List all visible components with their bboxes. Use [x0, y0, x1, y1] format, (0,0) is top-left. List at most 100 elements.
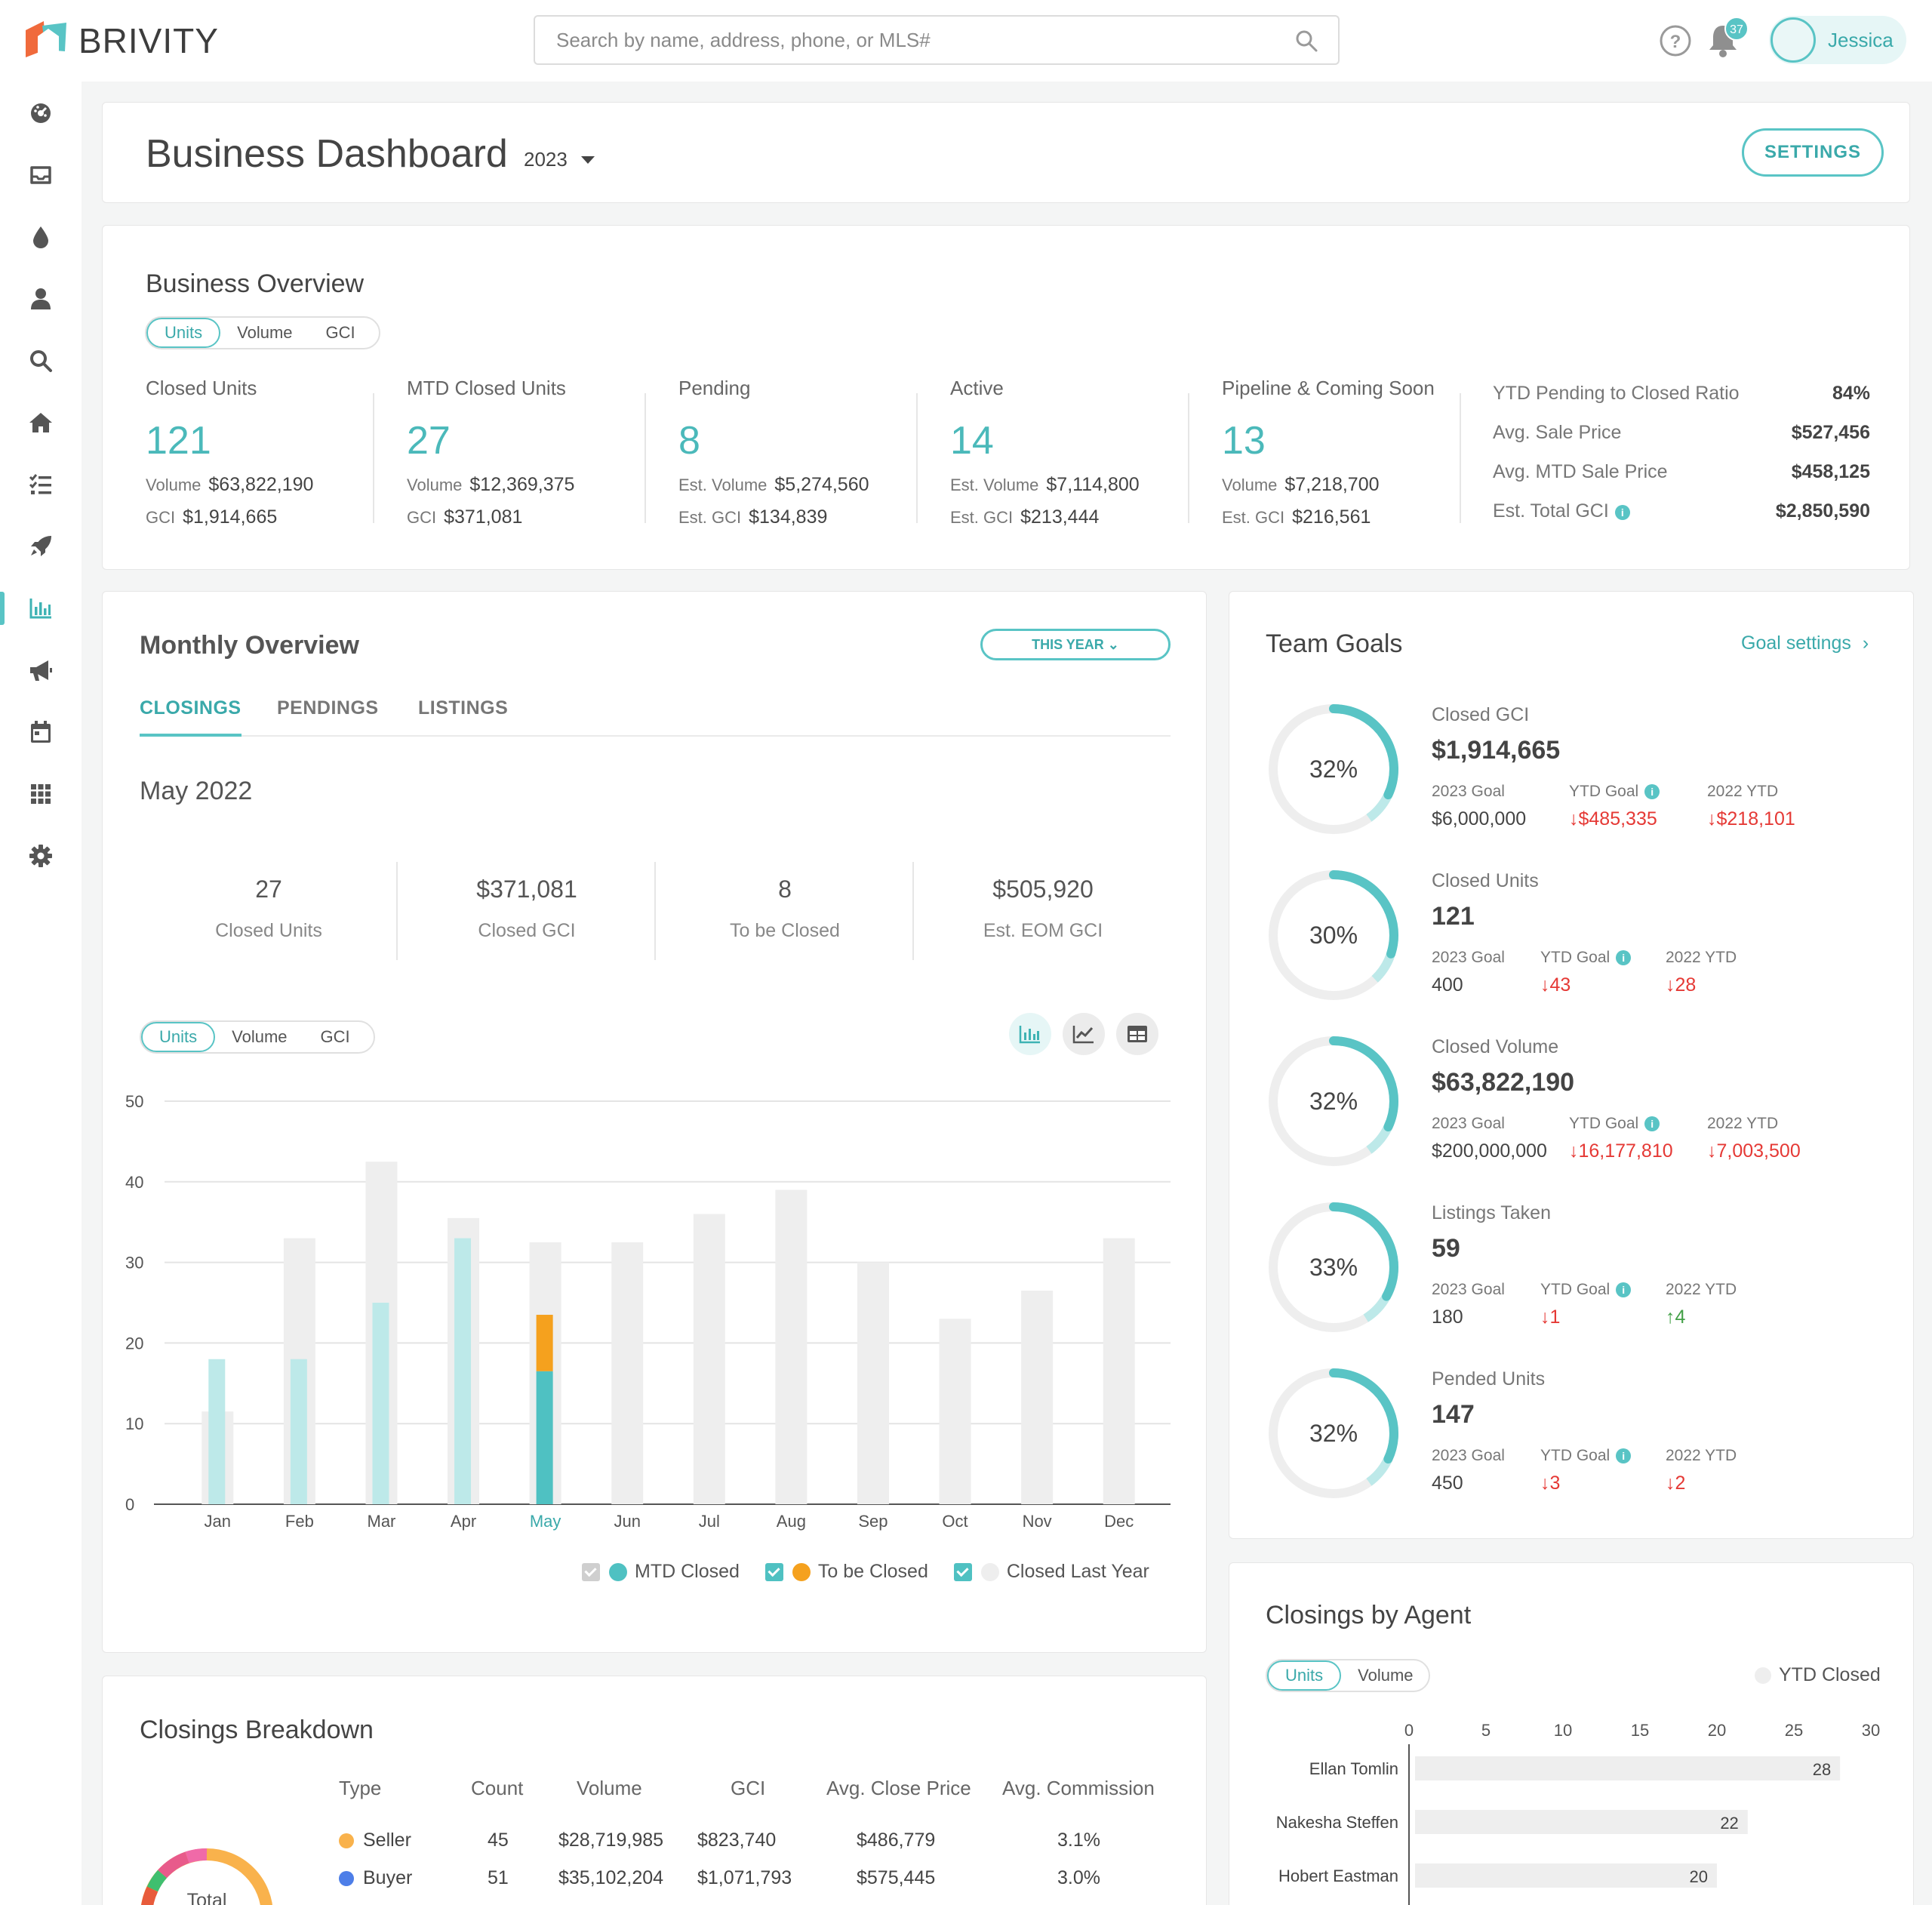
legend-label: Closed Last Year	[1006, 1561, 1149, 1582]
y-tick-label: 40	[125, 1173, 143, 1192]
col-header-count[interactable]: Count	[471, 1777, 524, 1799]
goal-item[interactable]: 32% Closed GCI $1,914,665 2023 Goal YTD Goal…	[1266, 701, 1884, 845]
col-header-gci[interactable]: GCI	[731, 1777, 766, 1799]
goal-settings-link[interactable]: Goal settings ›	[1741, 632, 1869, 654]
caret-down-icon	[580, 155, 595, 164]
checkbox-icon[interactable]	[953, 1562, 972, 1581]
range-dropdown-button[interactable]: THIS YEAR ⌄	[980, 629, 1171, 660]
agent-metric-toggle: Units Volume	[1266, 1659, 1430, 1692]
search-input[interactable]	[535, 17, 1252, 63]
ytd-goal-label: YTD Goal i	[1569, 1115, 1660, 1133]
bar-to-be-closed[interactable]	[536, 1315, 553, 1371]
bar-closed-last-year[interactable]	[775, 1189, 808, 1504]
ratio-est-total-gci: Est. Total GCI i $2,850,590	[1493, 500, 1870, 522]
tab-closings[interactable]: CLOSINGS	[140, 697, 242, 737]
range-label: THIS YEAR	[1032, 637, 1104, 652]
bar-closed-last-year[interactable]	[857, 1262, 889, 1504]
bar-chart-view-button[interactable]	[1009, 1013, 1051, 1055]
sidebar-item-apps[interactable]	[0, 771, 82, 817]
monthly-overview-card: Monthly Overview THIS YEAR ⌄ CLOSINGS PE…	[102, 591, 1207, 1653]
ytd-goal-label: YTD Goal i	[1540, 1447, 1632, 1465]
bar-mtd-closed[interactable]	[536, 1371, 553, 1504]
sidebar-item-calendar[interactable]	[0, 709, 82, 755]
sidebar-item-campaigns[interactable]	[0, 648, 82, 693]
stat-sub-volume: Volume $12,369,375	[407, 474, 574, 496]
legend-label: MTD Closed	[635, 1561, 740, 1582]
sidebar-item-dashboard[interactable]	[0, 91, 82, 136]
settings-button[interactable]: SETTINGS	[1742, 128, 1884, 177]
sidebar-item-tasks[interactable]	[0, 462, 82, 507]
stat-active[interactable]: Active 14 Est. Volume $7,114,800 Est. GCI…	[950, 377, 1140, 528]
agent-bar[interactable]	[1415, 1756, 1841, 1780]
bar-closed-last-year[interactable]	[1103, 1238, 1135, 1504]
line-chart-view-button[interactable]	[1063, 1013, 1105, 1055]
toggle-gci[interactable]: GCI	[325, 323, 355, 342]
toggle-volume[interactable]: Volume	[237, 323, 293, 342]
goal-item[interactable]: 30% Closed Units 121 2023 Goal YTD Goal i 2022…	[1266, 867, 1884, 1011]
sidebar-item-listings[interactable]	[0, 400, 82, 445]
info-icon[interactable]: i	[1616, 950, 1632, 965]
sidebar-item-drip[interactable]	[0, 214, 82, 260]
sidebar-item-search[interactable]	[0, 338, 82, 383]
sidebar-item-marketing[interactable]	[0, 524, 82, 569]
info-icon[interactable]: i	[1644, 1116, 1660, 1131]
bar-closed-last-year[interactable]	[939, 1319, 971, 1504]
bar-mtd-closed[interactable]	[454, 1238, 472, 1504]
agent-bar[interactable]	[1415, 1863, 1717, 1888]
toggle-units[interactable]: Units	[141, 1022, 216, 1052]
bar-mtd-closed[interactable]	[372, 1303, 389, 1504]
stat-pipeline[interactable]: Pipeline & Coming Soon 13 Volume $7,218,7…	[1222, 377, 1435, 528]
toggle-units[interactable]: Units	[146, 318, 221, 348]
ytd-goal-label: YTD Goal i	[1569, 783, 1660, 801]
info-icon[interactable]: i	[1616, 1448, 1632, 1463]
sidebar-item-settings[interactable]	[0, 833, 82, 879]
stat-sub-key: Volume	[407, 475, 463, 494]
col-header-volume[interactable]: Volume	[577, 1777, 642, 1799]
user-menu[interactable]: Jessica	[1769, 16, 1906, 64]
col-header-avg-commission[interactable]: Avg. Commission	[1002, 1777, 1155, 1799]
megaphone-icon	[30, 660, 52, 681]
bar-mtd-closed[interactable]	[290, 1359, 307, 1504]
stat-sub-value: $213,444	[1020, 506, 1100, 528]
bar-closed-last-year[interactable]	[611, 1242, 644, 1504]
stat-sub-volume: Volume $7,218,700	[1222, 474, 1435, 496]
toggle-volume[interactable]: Volume	[1358, 1666, 1414, 1685]
stat-pending[interactable]: Pending 8 Est. Volume $5,274,560 Est. GCI…	[678, 377, 869, 528]
stat-closed-units[interactable]: Closed Units 121 Volume $63,822,190 GCI $1…	[146, 377, 313, 528]
bar-mtd-closed[interactable]	[208, 1359, 226, 1504]
legend-closed-last-year[interactable]: Closed Last Year	[953, 1561, 1149, 1583]
x-tick-label: 20	[1708, 1721, 1726, 1740]
legend-mtd-closed[interactable]: MTD Closed	[582, 1561, 740, 1583]
toggle-gci[interactable]: GCI	[320, 1027, 350, 1046]
help-icon[interactable]: ?	[1659, 24, 1692, 61]
info-icon[interactable]: i	[1616, 1282, 1632, 1297]
checkbox-icon[interactable]	[582, 1562, 600, 1581]
goal-item[interactable]: 33% Listings Taken 59 2023 Goal YTD Goal i 202…	[1266, 1199, 1884, 1343]
tab-pendings[interactable]: PENDINGS	[277, 697, 379, 719]
tab-listings[interactable]: LISTINGS	[418, 697, 509, 719]
count-cell: 45	[488, 1830, 509, 1851]
goal-item[interactable]: 32% Closed Volume $63,822,190 2023 Goal YTD …	[1266, 1033, 1884, 1177]
bar-closed-last-year[interactable]	[1021, 1290, 1054, 1504]
sidebar-item-inbox[interactable]	[0, 152, 82, 198]
stat-mtd-closed-units[interactable]: MTD Closed Units 27 Volume $12,369,375 GC…	[407, 377, 574, 528]
business-overview-card: Business Overview Units Volume GCI Close…	[102, 225, 1910, 570]
bar-closed-last-year[interactable]	[693, 1214, 725, 1504]
col-header-type[interactable]: Type	[339, 1777, 382, 1799]
sidebar-item-people[interactable]	[0, 276, 82, 322]
info-icon[interactable]: i	[1614, 505, 1630, 520]
sidebar-item-reports[interactable]	[0, 586, 82, 631]
goal-item[interactable]: 32% Pended Units 147 2023 Goal YTD Goal i 2022…	[1266, 1365, 1884, 1509]
checkbox-icon[interactable]	[764, 1562, 783, 1581]
info-icon[interactable]: i	[1644, 784, 1660, 799]
brivity-logo[interactable]: BRIVITY	[23, 20, 219, 62]
year-select[interactable]: 2023	[524, 148, 595, 171]
legend-to-be-closed[interactable]: To be Closed	[764, 1561, 928, 1583]
col-header-avg-close-price[interactable]: Avg. Close Price	[826, 1777, 971, 1799]
agent-bar[interactable]	[1415, 1810, 1748, 1834]
search-box[interactable]	[534, 15, 1340, 65]
search-icon[interactable]	[1294, 29, 1318, 57]
toggle-volume[interactable]: Volume	[232, 1027, 288, 1046]
table-view-button[interactable]	[1116, 1013, 1158, 1055]
toggle-units[interactable]: Units	[1267, 1660, 1342, 1691]
